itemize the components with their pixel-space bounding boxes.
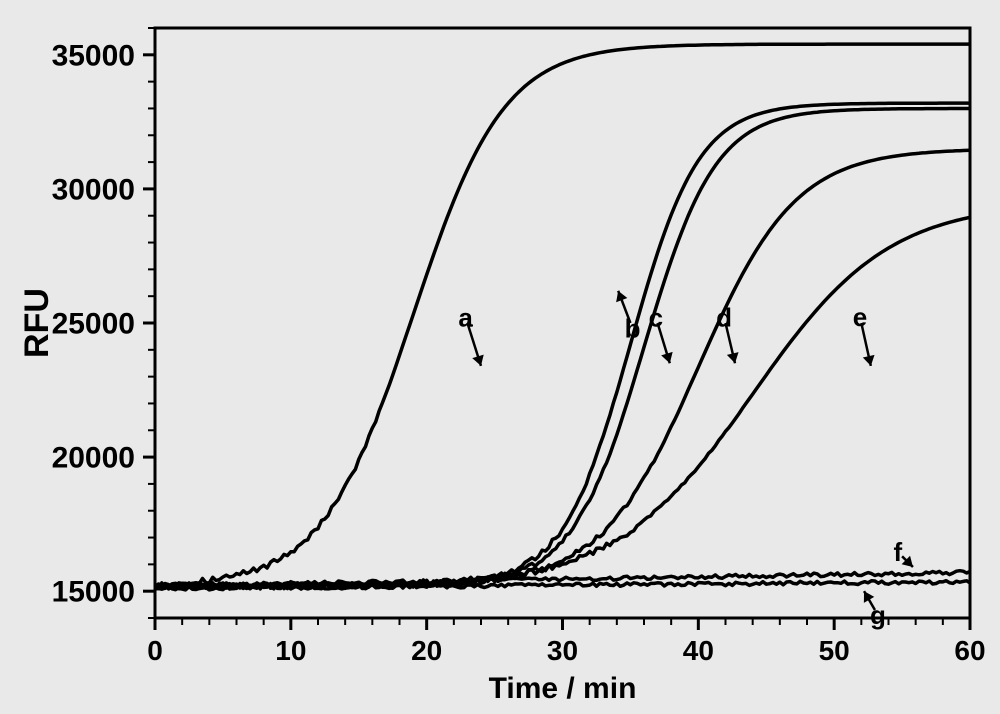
y-axis-label: RFU	[18, 288, 56, 358]
y-tick-label: 25000	[52, 308, 135, 341]
x-tick-label: 30	[547, 635, 578, 666]
y-tick-label: 20000	[52, 442, 135, 475]
x-axis-label: Time / min	[489, 672, 637, 705]
series-label-g: g	[870, 600, 886, 630]
y-tick-label: 15000	[52, 576, 135, 609]
chart-container: 0 10 20 30 40 50 60 Time / min 15000 20000 25000 30…	[0, 0, 1000, 714]
series-label-f: f	[893, 537, 902, 567]
line-chart: 0 10 20 30 40 50 60 Time / min 15000 20000 25000 30…	[0, 0, 1000, 714]
x-tick-label: 40	[683, 635, 714, 666]
series-label-d: d	[716, 302, 732, 332]
x-tick-label: 60	[954, 635, 985, 666]
series-label-e: e	[853, 302, 867, 332]
x-tick-label: 50	[819, 635, 850, 666]
series-label-b: b	[625, 314, 641, 344]
x-tick-label: 20	[411, 635, 442, 666]
y-tick-label: 30000	[52, 173, 135, 206]
x-tick-label: 10	[275, 635, 306, 666]
x-tick-label: 0	[147, 635, 163, 666]
y-tick-label: 35000	[52, 39, 135, 72]
series-label-c: c	[649, 302, 663, 332]
series-label-a: a	[458, 302, 473, 332]
